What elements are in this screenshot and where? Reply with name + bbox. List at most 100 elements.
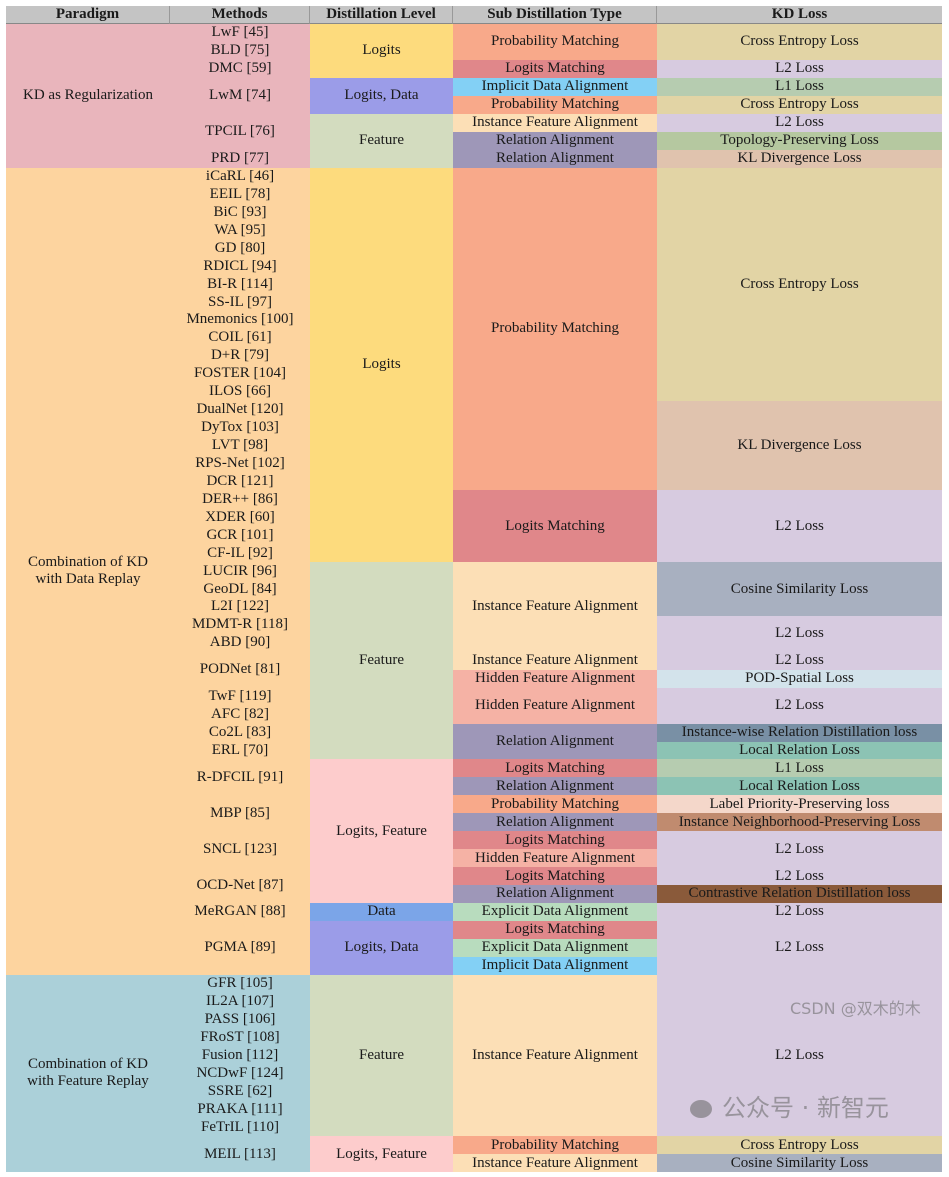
kd-loss-cell: L2 Loss bbox=[657, 831, 942, 868]
method-cell: SS-IL [97] bbox=[170, 293, 310, 311]
method-cell: LVT [98] bbox=[170, 436, 310, 455]
sub-distillation-type-cell: Logits Matching bbox=[453, 831, 657, 850]
kd-loss-cell: L2 Loss bbox=[657, 59, 942, 78]
method-cell: ILOS [66] bbox=[170, 382, 310, 401]
method-cell: BiC [93] bbox=[170, 203, 310, 222]
kd-loss-cell: L2 Loss bbox=[657, 902, 942, 921]
sub-distillation-type-cell: Logits Matching bbox=[453, 59, 657, 78]
method-cell: Co2L [83] bbox=[170, 723, 310, 742]
sub-distillation-type-cell: Logits Matching bbox=[453, 490, 657, 563]
kd-loss-cell: Contrastive Relation Distillation loss bbox=[657, 885, 942, 903]
method-cell: Fusion [112] bbox=[170, 1046, 310, 1065]
method-cell: LUCIR [96] bbox=[170, 562, 310, 581]
sub-distillation-type-cell: Relation Alignment bbox=[453, 813, 657, 832]
kd-loss-cell: Cross Entropy Loss bbox=[657, 95, 942, 114]
method-cell: BI-R [114] bbox=[170, 275, 310, 294]
kd-loss-cell: L1 Loss bbox=[657, 77, 942, 96]
paradigm-cell: Combination of KD with Feature Replay bbox=[6, 974, 170, 1172]
method-cell: LwM [74] bbox=[170, 77, 310, 114]
sub-distillation-type-cell: Probability Matching bbox=[453, 1136, 657, 1155]
method-cell: DyTox [103] bbox=[170, 418, 310, 437]
method-cell: PASS [106] bbox=[170, 1010, 310, 1029]
method-cell: D+R [79] bbox=[170, 346, 310, 365]
method-cell: FeTrIL [110] bbox=[170, 1118, 310, 1137]
method-cell: ABD [90] bbox=[170, 633, 310, 652]
kd-loss-cell: L2 Loss bbox=[657, 651, 942, 670]
method-cell: FOSTER [104] bbox=[170, 364, 310, 383]
sub-distillation-type-cell: Explicit Data Alignment bbox=[453, 938, 657, 957]
method-cell: DMC [59] bbox=[170, 59, 310, 78]
paradigm-cell: KD as Regularization bbox=[6, 24, 170, 168]
sub-distillation-type-cell: Instance Feature Alignment bbox=[453, 974, 657, 1137]
method-cell: GCR [101] bbox=[170, 526, 310, 545]
method-cell: XDER [60] bbox=[170, 508, 310, 527]
sub-distillation-type-cell: Implicit Data Alignment bbox=[453, 77, 657, 96]
sub-distillation-type-cell: Relation Alignment bbox=[453, 149, 657, 168]
sub-distillation-type-cell: Implicit Data Alignment bbox=[453, 956, 657, 975]
method-cell: WA [95] bbox=[170, 221, 310, 240]
kd-loss-cell: Topology-Preserving Loss bbox=[657, 131, 942, 150]
method-cell: PRD [77] bbox=[170, 149, 310, 168]
kd-loss-cell: Cosine Similarity Loss bbox=[657, 562, 942, 616]
kd-loss-cell: Cross Entropy Loss bbox=[657, 167, 942, 401]
kd-loss-cell: Local Relation Loss bbox=[657, 777, 942, 796]
distillation-level-cell: Feature bbox=[310, 562, 453, 760]
method-cell: DCR [121] bbox=[170, 472, 310, 491]
sub-distillation-type-cell: Logits Matching bbox=[453, 920, 657, 939]
kd-loss-cell: L2 Loss bbox=[657, 490, 942, 563]
method-cell: COIL [61] bbox=[170, 328, 310, 347]
sub-distillation-type-cell: Logits Matching bbox=[453, 867, 657, 885]
method-cell: CF-IL [92] bbox=[170, 544, 310, 563]
method-cell: BLD [75] bbox=[170, 41, 310, 60]
method-cell: GD [80] bbox=[170, 239, 310, 258]
sub-distillation-type-cell: Relation Alignment bbox=[453, 885, 657, 903]
kd-loss-cell: L2 Loss bbox=[657, 615, 942, 652]
sub-distillation-type-cell: Instance Feature Alignment bbox=[453, 113, 657, 132]
kd-loss-cell: KL Divergence Loss bbox=[657, 149, 942, 168]
sub-distillation-type-cell: Hidden Feature Alignment bbox=[453, 669, 657, 688]
method-cell: MEIL [113] bbox=[170, 1136, 310, 1172]
method-cell: AFC [82] bbox=[170, 705, 310, 724]
kd-loss-cell: Cross Entropy Loss bbox=[657, 1136, 942, 1155]
method-cell: TPCIL [76] bbox=[170, 113, 310, 150]
method-cell: PRAKA [111] bbox=[170, 1100, 310, 1119]
kd-loss-cell: L2 Loss bbox=[657, 867, 942, 885]
sub-distillation-type-cell: Instance Feature Alignment bbox=[453, 562, 657, 652]
method-cell: SNCL [123] bbox=[170, 831, 310, 868]
sub-distillation-type-cell: Probability Matching bbox=[453, 24, 657, 60]
sub-distillation-type-cell: Explicit Data Alignment bbox=[453, 902, 657, 921]
distillation-level-cell: Data bbox=[310, 902, 453, 921]
kd-loss-cell: L1 Loss bbox=[657, 759, 942, 778]
method-cell: MDMT-R [118] bbox=[170, 615, 310, 634]
method-cell: TwF [119] bbox=[170, 687, 310, 706]
sub-distillation-type-cell: Instance Feature Alignment bbox=[453, 1154, 657, 1172]
sub-distillation-type-cell: Hidden Feature Alignment bbox=[453, 849, 657, 868]
method-cell: SSRE [62] bbox=[170, 1082, 310, 1101]
header-distillation-level: Distillation Level bbox=[310, 6, 453, 24]
sub-distillation-type-cell: Relation Alignment bbox=[453, 777, 657, 796]
method-cell: DualNet [120] bbox=[170, 400, 310, 419]
method-cell: LwF [45] bbox=[170, 24, 310, 42]
kd-loss-cell: POD-Spatial Loss bbox=[657, 669, 942, 688]
header-sub-distillation-type: Sub Distillation Type bbox=[453, 6, 657, 24]
method-cell: RDICL [94] bbox=[170, 257, 310, 276]
method-cell: L2I [122] bbox=[170, 598, 310, 616]
method-cell: iCaRL [46] bbox=[170, 167, 310, 186]
distillation-level-cell: Logits, Data bbox=[310, 920, 453, 975]
sub-distillation-type-cell: Relation Alignment bbox=[453, 131, 657, 150]
method-cell: DER++ [86] bbox=[170, 490, 310, 509]
method-cell: Mnemonics [100] bbox=[170, 311, 310, 329]
kd-loss-cell: L2 Loss bbox=[657, 113, 942, 132]
method-cell: FRoST [108] bbox=[170, 1028, 310, 1047]
kd-loss-cell: Label Priority-Preserving loss bbox=[657, 795, 942, 814]
sub-distillation-type-cell: Logits Matching bbox=[453, 759, 657, 778]
method-cell: RPS-Net [102] bbox=[170, 454, 310, 473]
kd-loss-cell: Cross Entropy Loss bbox=[657, 24, 942, 60]
kd-loss-cell: Local Relation Loss bbox=[657, 741, 942, 760]
method-cell: GeoDL [84] bbox=[170, 580, 310, 598]
method-cell: R-DFCIL [91] bbox=[170, 759, 310, 796]
header-paradigm: Paradigm bbox=[6, 6, 170, 24]
method-cell: GFR [105] bbox=[170, 974, 310, 993]
sub-distillation-type-cell: Relation Alignment bbox=[453, 723, 657, 760]
kd-loss-cell: L2 Loss bbox=[657, 920, 942, 975]
